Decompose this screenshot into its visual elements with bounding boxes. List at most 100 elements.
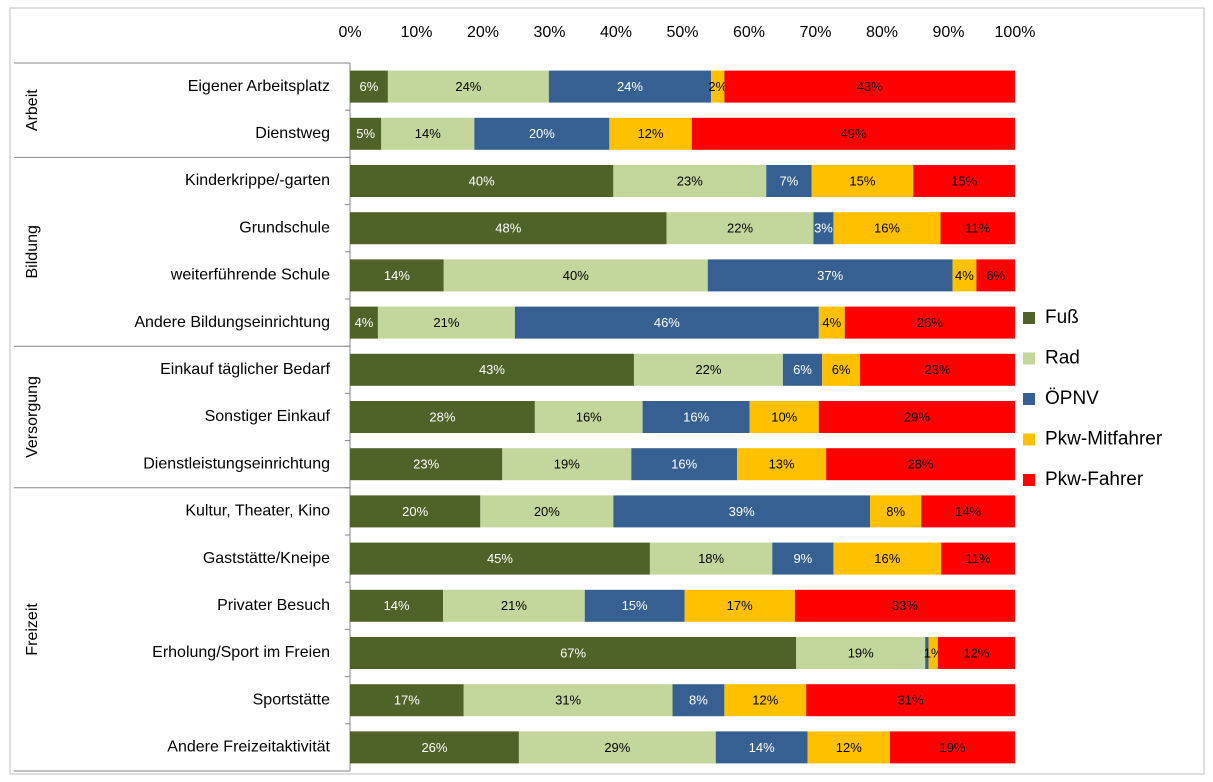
bar-segment	[534, 401, 643, 433]
bar-segment	[377, 306, 515, 339]
y-tick-label: Einkauf täglicher Bedarf	[160, 361, 330, 378]
bar-segment	[928, 637, 938, 669]
bar-segment	[443, 589, 585, 622]
data-label: 16%	[683, 409, 709, 424]
y-tick-label: Gaststätte/Kneipe	[203, 550, 330, 567]
y-tick-label: Grundschule	[239, 219, 330, 236]
bar-segment	[952, 259, 977, 292]
x-tick-label: 30%	[533, 24, 565, 41]
data-label: 3%	[814, 221, 833, 236]
data-label: 2%	[708, 79, 727, 94]
bar-segment	[806, 684, 1015, 717]
group-label: Versorgung	[24, 376, 41, 458]
bar-segment	[649, 542, 773, 575]
y-tick-label: weiterführende Schule	[170, 267, 330, 284]
data-label: 67%	[560, 645, 586, 660]
bar-segment	[584, 589, 685, 622]
data-label: 28%	[908, 457, 934, 472]
data-label: 10%	[771, 409, 797, 424]
data-label: 31%	[555, 693, 581, 708]
bar-segment	[642, 401, 750, 433]
bar-segment	[941, 542, 1015, 575]
data-label: 16%	[874, 221, 900, 236]
data-label: 40%	[469, 173, 495, 188]
x-tick-label: 0%	[338, 24, 361, 41]
bar-segment	[350, 637, 797, 669]
legend-swatch	[1023, 474, 1035, 486]
bar-segment	[870, 495, 922, 528]
x-tick-label: 70%	[799, 24, 831, 41]
y-tick-label: Sportstätte	[253, 691, 330, 708]
bar-segment	[381, 117, 475, 150]
data-label: 17%	[394, 693, 420, 708]
bar-segment	[860, 353, 1015, 386]
y-tick-label: Privater Besuch	[217, 597, 330, 614]
legend-swatch	[1023, 393, 1035, 405]
data-label: 9%	[793, 551, 812, 566]
bar-segment	[976, 259, 1015, 292]
data-label: 26%	[421, 740, 447, 755]
bar-segment	[350, 684, 464, 717]
data-label: 23%	[677, 173, 703, 188]
bar-segment	[666, 212, 814, 245]
legend-label: Rad	[1045, 348, 1080, 369]
data-label: 22%	[727, 221, 753, 236]
bar-segment	[749, 401, 819, 433]
bar-segment	[474, 117, 610, 150]
y-tick-label: Kinderkrippe/-garten	[185, 172, 330, 189]
x-tick-label: 80%	[866, 24, 898, 41]
bar-segment	[772, 542, 834, 575]
x-tick-label: 60%	[733, 24, 765, 41]
bar-segment	[633, 353, 783, 386]
data-label: 11%	[965, 221, 990, 236]
bar-segment	[672, 684, 725, 717]
bar-segment	[631, 448, 738, 481]
bar-segment	[350, 542, 650, 575]
bar-segment	[833, 212, 941, 245]
data-label: 19%	[554, 457, 580, 472]
bar-segment	[822, 353, 861, 386]
y-tick-label: Dienstleistungseinrichtung	[143, 455, 330, 472]
data-label: 12%	[638, 126, 664, 141]
bar-segment	[737, 448, 827, 481]
bar-segment	[796, 637, 926, 669]
data-label: 6%	[360, 79, 379, 94]
bar-segment	[502, 448, 632, 481]
bar-segment	[463, 684, 673, 717]
bar-segment	[350, 448, 503, 481]
bar-segment	[350, 70, 388, 103]
bar-segment	[518, 731, 716, 764]
legend-swatch	[1023, 312, 1035, 324]
bar-segment	[782, 353, 823, 386]
bar-segment	[826, 448, 1015, 481]
bar-segment	[350, 259, 444, 292]
bar-segment	[715, 731, 808, 764]
data-label: 12%	[963, 645, 989, 660]
x-tick-label: 10%	[400, 24, 432, 41]
bar-segment	[350, 589, 444, 622]
bar-segment	[811, 165, 914, 197]
bar-segment	[350, 401, 535, 433]
data-label: 26%	[917, 315, 943, 330]
data-label: 19%	[848, 645, 874, 660]
bar-segment	[724, 684, 807, 717]
data-label: 39%	[729, 504, 755, 519]
legend-label: Pkw-Mitfahrer	[1045, 429, 1163, 450]
y-tick-label: Kultur, Theater, Kino	[185, 503, 330, 520]
x-tick-label: 50%	[666, 24, 698, 41]
data-label: 15%	[622, 598, 648, 613]
bar-segment	[794, 589, 1015, 622]
bar-segment	[889, 731, 1015, 764]
data-label: 18%	[698, 551, 724, 566]
group-label: Arbeit	[24, 89, 41, 131]
group-label: Bildung	[24, 225, 41, 278]
bar-segment	[613, 495, 871, 528]
data-label: 12%	[752, 693, 778, 708]
data-label: 49%	[840, 126, 866, 141]
bar-segment	[350, 306, 378, 339]
data-label: 15%	[849, 173, 875, 188]
data-label: 43%	[857, 79, 883, 94]
bar-segment	[609, 117, 692, 150]
y-tick-label: Eigener Arbeitsplatz	[188, 78, 330, 95]
bar-segment	[921, 495, 1015, 528]
